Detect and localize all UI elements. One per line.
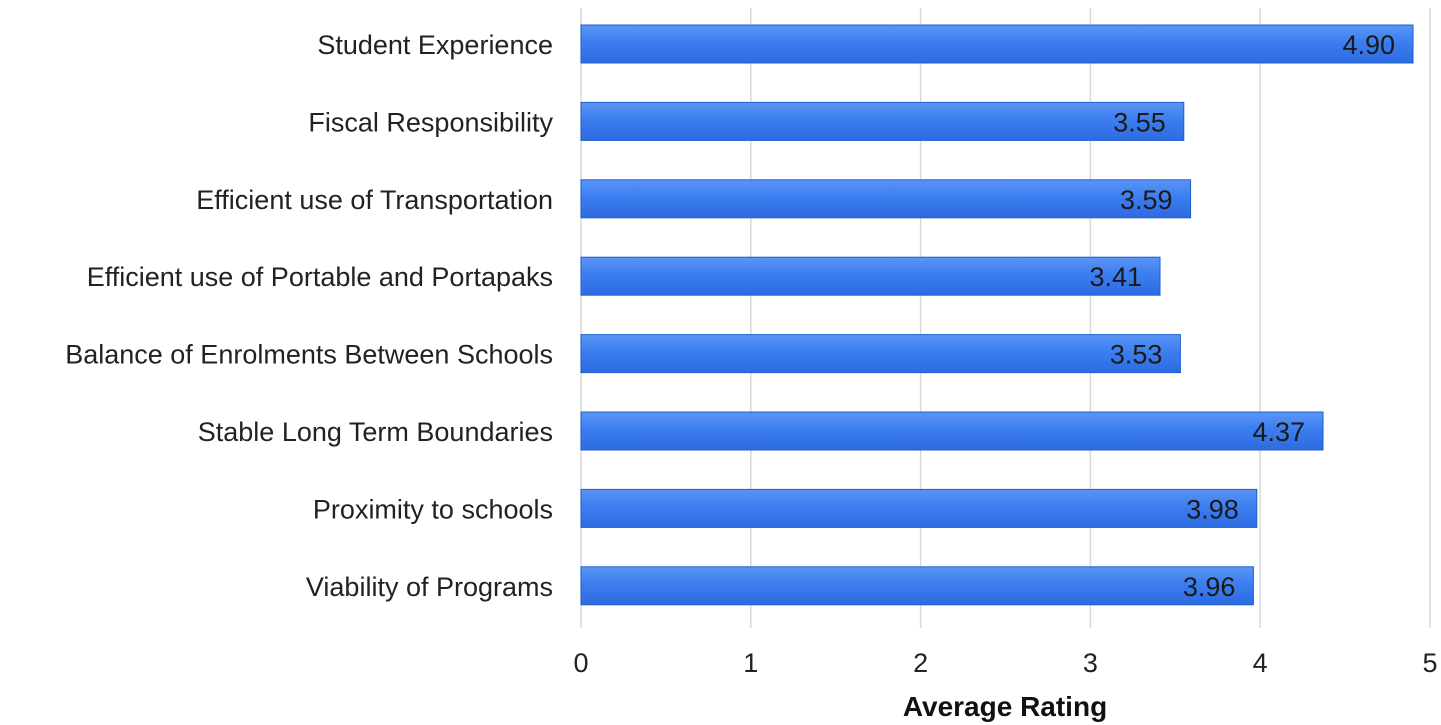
x-axis-title: Average Rating [903,691,1107,722]
category-label: Viability of Programs [306,572,553,602]
bar [580,411,1324,451]
category-label: Fiscal Responsibility [308,107,553,137]
bar [580,488,1258,528]
category-labels: Student Experience Fiscal Responsibility E… [65,30,553,602]
category-label: Efficient use of Transportation [196,185,553,215]
bar-value-label: 3.53 [1110,340,1163,370]
category-label: Stable Long Term Boundaries [198,417,553,447]
bar [580,179,1192,219]
bar-value-label: 3.59 [1120,185,1173,215]
bar-value-label: 4.90 [1342,30,1395,60]
bar [580,334,1181,374]
bar-value-label: 3.98 [1186,494,1239,524]
x-tick-label: 3 [1083,648,1098,678]
x-tick-label: 4 [1253,648,1268,678]
category-label: Proximity to schools [313,494,553,524]
category-label: Efficient use of Portable and Portapaks [87,262,553,292]
bar-value-label: 4.37 [1252,417,1305,447]
x-axis-ticks: 0 1 2 3 4 5 [573,648,1437,678]
x-tick-label: 0 [573,648,588,678]
bar-value-label: 3.41 [1089,262,1142,292]
category-label: Student Experience [317,30,553,60]
bar-value-label: 3.96 [1183,572,1236,602]
x-tick-label: 1 [743,648,758,678]
category-label: Balance of Enrolments Between Schools [65,340,553,370]
gridlines [580,8,1431,628]
bars: 4.90 3.55 3.59 3.41 3.53 4.37 3.98 3.96 [580,24,1414,606]
x-tick-label: 5 [1422,648,1437,678]
bar [580,24,1414,64]
bar [580,566,1254,606]
x-tick-label: 2 [913,648,928,678]
bar-value-label: 3.55 [1113,107,1166,137]
bar [580,256,1161,296]
bar [580,101,1185,141]
